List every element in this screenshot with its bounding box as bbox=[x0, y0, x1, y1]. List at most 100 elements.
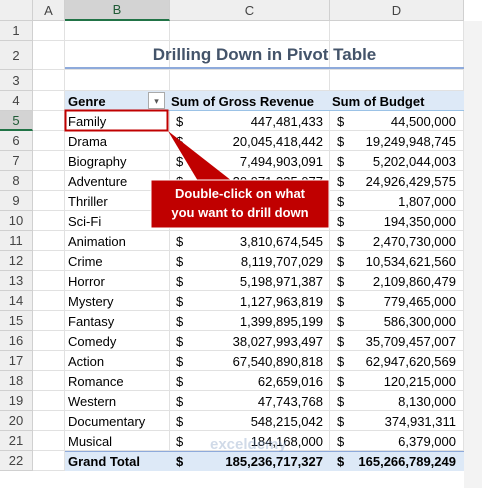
row-header: 20 bbox=[0, 411, 33, 431]
revenue-cell: 38,027,993,497 bbox=[232, 333, 323, 349]
currency: $ bbox=[337, 433, 345, 449]
cell-grid bbox=[33, 91, 65, 111]
budget-cell: 165,266,789,249 bbox=[358, 453, 456, 469]
row-header: 13 bbox=[0, 271, 33, 291]
cell-grid bbox=[65, 41, 170, 70]
budget-cell: 2,470,730,000 bbox=[372, 233, 456, 249]
row-header: 19 bbox=[0, 391, 33, 411]
cell-grid bbox=[330, 371, 464, 391]
revenue-cell: 47,743,768 bbox=[257, 393, 323, 409]
cell-grid bbox=[33, 70, 65, 91]
currency: $ bbox=[176, 193, 184, 209]
cell-grid bbox=[170, 111, 330, 131]
row-header: 8 bbox=[0, 171, 33, 191]
budget-cell: 194,350,000 bbox=[383, 213, 456, 229]
cell-grid bbox=[33, 331, 65, 351]
title: Drilling Down in Pivot Table bbox=[152, 45, 377, 64]
currency: $ bbox=[176, 333, 184, 349]
row-header: 10 bbox=[0, 211, 33, 231]
cell-grid bbox=[33, 171, 65, 191]
genre-cell: Fantasy bbox=[68, 313, 115, 329]
cell-grid bbox=[170, 231, 330, 251]
row-header: 7 bbox=[0, 151, 33, 171]
cell-grid bbox=[33, 251, 65, 271]
cell-grid bbox=[33, 211, 65, 231]
revenue-cell: 62,659,016 bbox=[257, 373, 323, 389]
row-header: 21 bbox=[0, 431, 33, 451]
row-header: 16 bbox=[0, 331, 33, 351]
column-header: C bbox=[170, 0, 330, 21]
total-band bbox=[65, 451, 464, 471]
revenue-cell: 185,236,717,327 bbox=[225, 453, 323, 469]
column-header: B bbox=[65, 0, 170, 21]
budget-cell: 374,931,311 bbox=[384, 413, 456, 429]
genre-cell: Family bbox=[68, 113, 107, 129]
revenue-cell: 447,481,433 bbox=[250, 113, 323, 129]
cell-grid bbox=[170, 41, 330, 70]
cell-grid bbox=[65, 231, 170, 251]
currency: $ bbox=[337, 253, 345, 269]
budget-cell: 62,947,620,569 bbox=[365, 353, 456, 369]
revenue-cell: 1,399,895,199 bbox=[239, 313, 323, 329]
cell-grid bbox=[33, 431, 65, 451]
revenue-cell: 3,810,674,545 bbox=[239, 233, 323, 249]
row-header: 3 bbox=[0, 70, 33, 91]
currency: $ bbox=[176, 413, 184, 429]
row-header: 1 bbox=[0, 21, 33, 41]
cell-grid bbox=[330, 271, 464, 291]
cell-grid bbox=[65, 431, 170, 451]
budget-cell: 586,300,000 bbox=[383, 313, 456, 329]
row-header: 12 bbox=[0, 251, 33, 271]
cell-grid bbox=[330, 251, 464, 271]
budget-cell: 779,465,000 bbox=[383, 293, 456, 309]
currency: $ bbox=[176, 173, 184, 189]
currency: $ bbox=[337, 333, 345, 349]
currency: $ bbox=[176, 353, 184, 369]
cell-grid bbox=[33, 151, 65, 171]
cell-grid bbox=[330, 411, 464, 431]
header-cell: Sum of Gross Revenue bbox=[171, 93, 315, 109]
title-underline bbox=[65, 67, 464, 69]
cell-grid bbox=[170, 21, 330, 41]
cell-grid bbox=[65, 351, 170, 371]
cell-grid bbox=[330, 391, 464, 411]
row-header: 22 bbox=[0, 451, 33, 471]
cell-grid bbox=[330, 311, 464, 331]
genre-cell: Biography bbox=[68, 153, 127, 169]
blank-area bbox=[464, 21, 482, 488]
cell-grid bbox=[170, 271, 330, 291]
currency: $ bbox=[176, 293, 184, 309]
cell-grid bbox=[330, 41, 464, 70]
genre-cell: Crime bbox=[68, 253, 103, 269]
cell-grid bbox=[330, 331, 464, 351]
genre-cell: Romance bbox=[68, 373, 124, 389]
currency: $ bbox=[176, 273, 184, 289]
row-header: 11 bbox=[0, 231, 33, 251]
currency: $ bbox=[337, 153, 345, 169]
budget-cell: 120,215,000 bbox=[383, 373, 456, 389]
currency: $ bbox=[337, 173, 345, 189]
cell-grid bbox=[330, 231, 464, 251]
row-header: 15 bbox=[0, 311, 33, 331]
cell-grid bbox=[170, 411, 330, 431]
cell-grid bbox=[330, 191, 464, 211]
cell-grid bbox=[330, 21, 464, 41]
currency: $ bbox=[176, 233, 184, 249]
cell-grid bbox=[330, 291, 464, 311]
currency: $ bbox=[176, 253, 184, 269]
cell-grid bbox=[33, 411, 65, 431]
currency: $ bbox=[337, 233, 345, 249]
cell-grid bbox=[330, 171, 464, 191]
cell-grid bbox=[33, 21, 65, 41]
row-header: 18 bbox=[0, 371, 33, 391]
budget-cell: 8,130,000 bbox=[398, 393, 456, 409]
currency: $ bbox=[337, 373, 345, 389]
row-header: 4 bbox=[0, 91, 33, 111]
row-header: 5 bbox=[0, 111, 33, 131]
row-header: 9 bbox=[0, 191, 33, 211]
cell-grid bbox=[65, 271, 170, 291]
revenue-cell: 548,215,042 bbox=[250, 413, 323, 429]
cell-grid bbox=[65, 371, 170, 391]
currency: $ bbox=[337, 273, 345, 289]
